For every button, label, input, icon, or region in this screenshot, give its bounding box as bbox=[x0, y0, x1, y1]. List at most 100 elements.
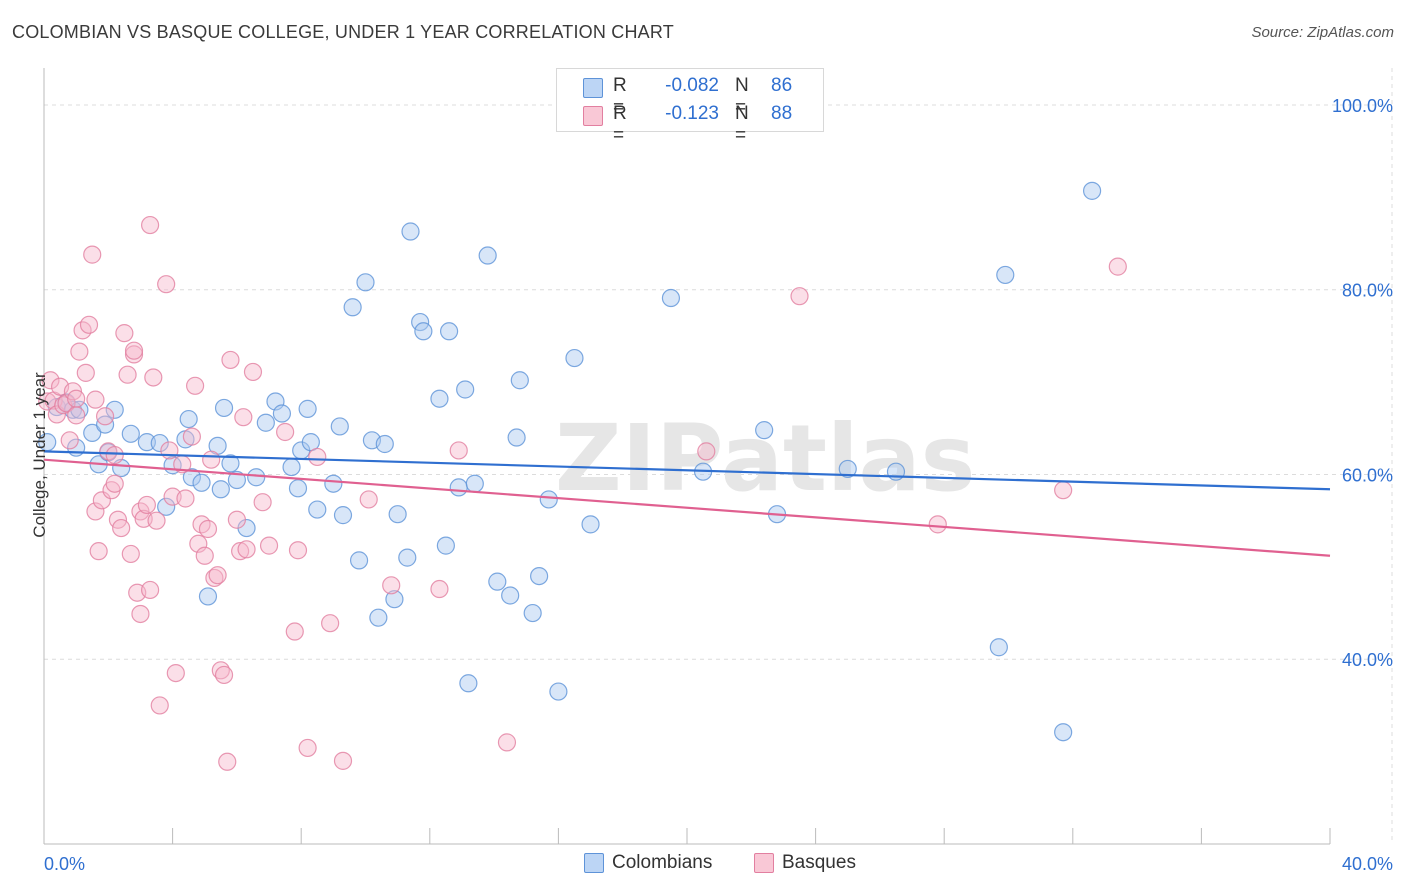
basques-point bbox=[195, 546, 214, 565]
basques-trend-line bbox=[43, 458, 1331, 557]
basques-point bbox=[121, 544, 140, 564]
basques-point bbox=[321, 614, 340, 633]
y-tick-label: 40.0% bbox=[1342, 650, 1393, 670]
colombians-point bbox=[989, 638, 1008, 657]
basques-point bbox=[359, 490, 378, 509]
n-label: N = bbox=[735, 75, 749, 118]
basques-point bbox=[237, 540, 256, 559]
colombians-n-value: 86 bbox=[771, 75, 793, 96]
colombians-point bbox=[221, 454, 240, 473]
basques-point bbox=[276, 422, 295, 442]
r-label: R = bbox=[613, 103, 627, 146]
colombians-point bbox=[211, 480, 230, 499]
colombians-point bbox=[324, 474, 343, 493]
basques-point bbox=[166, 663, 185, 683]
basques-point bbox=[112, 518, 131, 538]
colombians-point bbox=[150, 433, 169, 453]
colombians-point bbox=[272, 404, 292, 423]
basques-point bbox=[131, 604, 150, 624]
basques-point bbox=[186, 376, 205, 395]
basques-point bbox=[288, 541, 308, 560]
basques-point bbox=[105, 445, 124, 465]
colombians-point bbox=[398, 548, 417, 567]
colombians-point bbox=[137, 433, 156, 452]
basques-point bbox=[221, 350, 240, 370]
basques-point bbox=[285, 622, 304, 641]
basques-point bbox=[243, 362, 263, 382]
basques-point bbox=[382, 576, 401, 595]
basques-point bbox=[124, 341, 144, 360]
colombians-point bbox=[247, 468, 266, 487]
colombians-point bbox=[105, 400, 124, 419]
colombians-point bbox=[369, 608, 388, 627]
axes bbox=[43, 68, 1331, 845]
basques-point bbox=[95, 407, 115, 426]
y-axis-label: College, Under 1 year bbox=[30, 372, 49, 538]
colombians-point bbox=[214, 398, 234, 418]
basques-point bbox=[259, 536, 279, 555]
colombians-point bbox=[530, 566, 549, 586]
y-tick-label: 80.0% bbox=[1342, 281, 1393, 301]
basques-points bbox=[38, 215, 1127, 771]
basques-point bbox=[1054, 481, 1073, 500]
basques-point bbox=[198, 519, 218, 539]
colombians-point bbox=[465, 474, 484, 493]
colombians-point bbox=[343, 298, 362, 317]
colombians-point bbox=[298, 399, 317, 418]
colombians-point bbox=[755, 421, 774, 440]
basques-point bbox=[140, 580, 160, 600]
colombians-point bbox=[157, 497, 176, 516]
colombians-point bbox=[282, 457, 301, 477]
colombians-point bbox=[308, 500, 327, 519]
grid bbox=[44, 68, 1393, 844]
colombians-point bbox=[436, 536, 455, 555]
basques-point bbox=[176, 489, 195, 508]
colombians-point bbox=[1054, 723, 1073, 742]
basques-point bbox=[182, 427, 201, 446]
basques-point bbox=[140, 215, 160, 235]
colombians-swatch bbox=[583, 78, 603, 98]
colombians-point bbox=[182, 468, 201, 487]
basques-point bbox=[928, 515, 947, 534]
colombians-point bbox=[192, 473, 211, 492]
basques-point bbox=[86, 502, 105, 521]
basques-point bbox=[60, 431, 79, 450]
colombians-point bbox=[838, 459, 857, 479]
basques-point bbox=[160, 441, 179, 460]
colombians-point bbox=[661, 288, 681, 308]
basques-point bbox=[70, 342, 89, 361]
basques-point bbox=[115, 324, 134, 343]
colombians-point bbox=[439, 322, 459, 341]
colombians-point bbox=[401, 222, 420, 241]
basques-point bbox=[790, 287, 809, 306]
colombians-point bbox=[507, 428, 526, 447]
colombians-point bbox=[288, 479, 308, 498]
basques-swatch bbox=[583, 106, 603, 126]
colombians-point bbox=[430, 389, 449, 408]
basques-point bbox=[205, 568, 224, 588]
colombians-point bbox=[388, 505, 407, 524]
basques-legend-label: Basques bbox=[782, 852, 856, 873]
basques-point bbox=[214, 665, 234, 685]
colombians-point bbox=[478, 246, 497, 265]
basques-point bbox=[1108, 257, 1127, 276]
colombians-point bbox=[414, 322, 433, 341]
colombians-point bbox=[549, 682, 568, 701]
colombians-point bbox=[256, 413, 275, 432]
basques-point bbox=[89, 542, 108, 561]
y-tick-label: 100.0% bbox=[1332, 96, 1393, 116]
basques-point bbox=[218, 752, 237, 771]
basques-legend-swatch bbox=[754, 853, 774, 873]
colombians-legend-swatch bbox=[584, 853, 604, 873]
basques-point bbox=[150, 696, 169, 715]
colombians-point bbox=[330, 417, 349, 436]
colombians-point bbox=[456, 380, 475, 399]
source-label: Source: ZipAtlas.com bbox=[1251, 24, 1394, 41]
x-tick-label-end: 40.0% bbox=[1342, 854, 1393, 874]
basques-point bbox=[497, 733, 517, 752]
basques-point bbox=[86, 390, 105, 409]
basques-n-value: 88 bbox=[771, 103, 793, 124]
basques-point bbox=[41, 371, 60, 390]
basques-point bbox=[697, 442, 716, 461]
colombians-point bbox=[539, 490, 558, 509]
